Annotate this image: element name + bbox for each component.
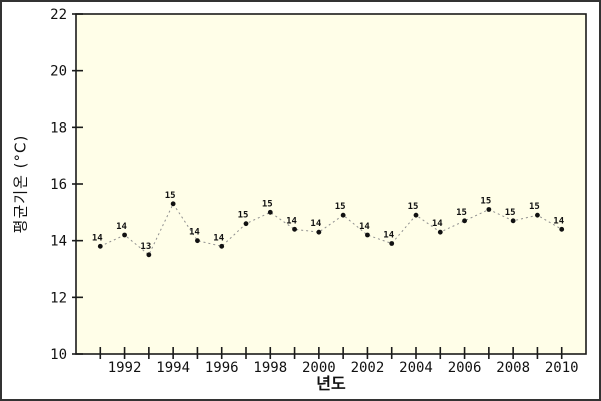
- data-point-marker: [510, 218, 516, 224]
- data-point-marker: [146, 252, 152, 258]
- data-point-marker: [462, 218, 467, 224]
- data-point-label: 14: [189, 228, 200, 238]
- data-point-marker: [170, 201, 176, 207]
- x-tick-label: 2006: [448, 360, 482, 376]
- data-point-label: 14: [359, 222, 370, 232]
- data-point-marker: [413, 212, 419, 218]
- data-point-marker: [97, 243, 103, 249]
- x-tick-label: 2008: [496, 360, 530, 376]
- data-point-marker: [559, 226, 565, 232]
- data-point-marker: [365, 232, 370, 238]
- y-tick-label: 10: [50, 347, 67, 363]
- data-point-marker: [437, 229, 443, 235]
- data-point-marker: [267, 209, 273, 215]
- x-axis-title: 년도: [316, 374, 346, 393]
- temperature-series-line: [100, 202, 562, 256]
- data-point-label: 15: [529, 202, 540, 212]
- data-point-label: 14: [432, 219, 443, 229]
- x-tick-label: 1994: [156, 360, 190, 376]
- y-tick-label: 22: [50, 7, 67, 23]
- x-tick-label: 2004: [399, 360, 433, 376]
- data-point-label: 14: [116, 222, 127, 232]
- x-tick-label: 2000: [302, 360, 336, 376]
- data-point-label: 14: [383, 231, 394, 241]
- data-point-marker: [195, 238, 200, 244]
- y-tick-label: 12: [50, 290, 67, 306]
- data-point-label: 15: [165, 191, 176, 201]
- data-point-label: 14: [553, 216, 564, 226]
- data-point-label: 14: [92, 233, 103, 243]
- data-point-marker: [535, 212, 540, 218]
- x-tick-label: 2002: [351, 360, 385, 376]
- data-point-label: 13: [140, 242, 151, 252]
- x-tick-label: 1996: [205, 360, 239, 376]
- data-point-marker: [219, 243, 225, 249]
- data-point-marker: [316, 229, 322, 235]
- data-point-label: 15: [408, 202, 419, 212]
- data-point-label: 14: [286, 216, 297, 226]
- data-point-marker: [486, 207, 492, 212]
- y-tick-label: 20: [50, 64, 67, 80]
- data-point-label: 15: [505, 208, 516, 218]
- data-point-label: 14: [213, 233, 224, 243]
- data-point-marker: [122, 232, 127, 238]
- y-axis-title: 평균기온 (°C): [11, 134, 30, 234]
- x-tick-label: 1998: [253, 360, 287, 376]
- data-point-marker: [340, 212, 346, 218]
- data-point-marker: [243, 221, 249, 227]
- y-tick-label: 14: [50, 234, 67, 250]
- data-point-label: 15: [335, 202, 346, 212]
- data-point-marker: [389, 241, 395, 246]
- y-tick-label: 18: [50, 120, 67, 136]
- x-tick-label: 1992: [108, 360, 142, 376]
- plot-area: [75, 13, 587, 355]
- x-tick-label: 2010: [545, 360, 579, 376]
- y-tick-label: 16: [50, 177, 67, 193]
- data-point-label: 15: [262, 199, 273, 209]
- data-point-label: 15: [238, 211, 249, 221]
- data-point-label: 14: [310, 219, 321, 229]
- data-point-label: 15: [456, 208, 467, 218]
- data-point-label: 15: [480, 197, 491, 207]
- data-point-marker: [292, 226, 297, 232]
